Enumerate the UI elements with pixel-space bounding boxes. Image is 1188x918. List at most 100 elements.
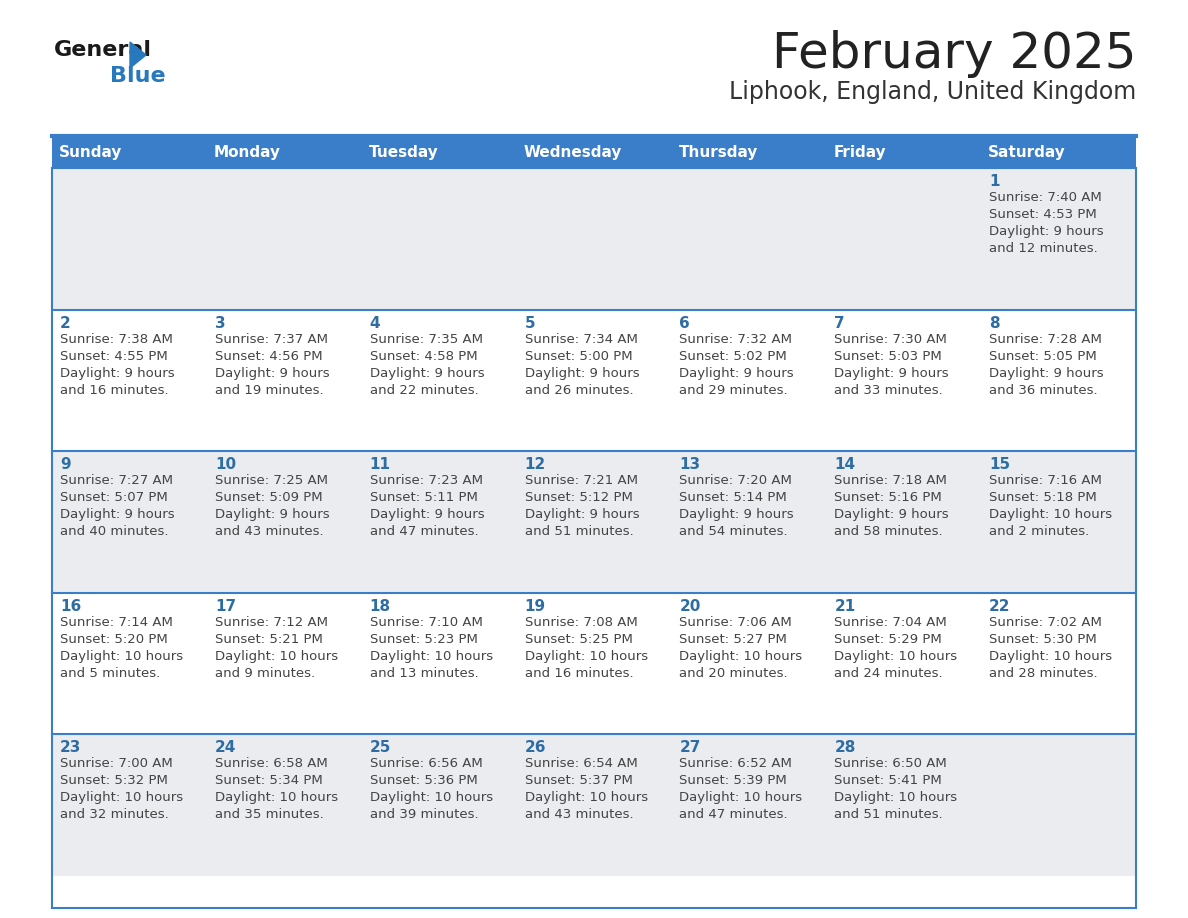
Text: Friday: Friday [833, 144, 886, 160]
Text: Sunrise: 7:34 AM: Sunrise: 7:34 AM [525, 332, 638, 345]
Text: Sunrise: 7:28 AM: Sunrise: 7:28 AM [990, 332, 1102, 345]
Text: Sunrise: 7:00 AM: Sunrise: 7:00 AM [61, 757, 172, 770]
Text: Sunset: 5:39 PM: Sunset: 5:39 PM [680, 775, 788, 788]
Text: Daylight: 9 hours: Daylight: 9 hours [834, 509, 949, 521]
Text: 23: 23 [61, 741, 81, 756]
Text: Sunset: 4:55 PM: Sunset: 4:55 PM [61, 350, 168, 363]
Text: 12: 12 [525, 457, 545, 472]
Text: 6: 6 [680, 316, 690, 330]
Text: and 36 minutes.: and 36 minutes. [990, 384, 1098, 397]
Text: and 9 minutes.: and 9 minutes. [215, 666, 315, 680]
Bar [517, 136, 671, 168]
Text: 19: 19 [525, 599, 545, 614]
Text: and 16 minutes.: and 16 minutes. [61, 384, 169, 397]
Bar [207, 136, 361, 168]
Text: Sunset: 5:27 PM: Sunset: 5:27 PM [680, 633, 788, 645]
Text: Sunrise: 7:18 AM: Sunrise: 7:18 AM [834, 475, 947, 487]
Text: and 13 minutes.: and 13 minutes. [369, 666, 479, 680]
Text: Sunset: 5:34 PM: Sunset: 5:34 PM [215, 775, 323, 788]
Text: Daylight: 9 hours: Daylight: 9 hours [215, 509, 329, 521]
Text: and 40 minutes.: and 40 minutes. [61, 525, 169, 538]
Text: Daylight: 9 hours: Daylight: 9 hours [525, 366, 639, 380]
Text: Sunset: 5:02 PM: Sunset: 5:02 PM [680, 350, 788, 363]
Text: Daylight: 9 hours: Daylight: 9 hours [990, 225, 1104, 238]
Text: Sunrise: 6:58 AM: Sunrise: 6:58 AM [215, 757, 328, 770]
Text: and 20 minutes.: and 20 minutes. [680, 666, 788, 680]
Text: Daylight: 10 hours: Daylight: 10 hours [215, 791, 337, 804]
Bar [52, 168, 1136, 309]
Text: 24: 24 [215, 741, 236, 756]
Text: Daylight: 10 hours: Daylight: 10 hours [61, 791, 183, 804]
Text: and 26 minutes.: and 26 minutes. [525, 384, 633, 397]
Text: Daylight: 10 hours: Daylight: 10 hours [525, 650, 647, 663]
Text: Sunset: 5:14 PM: Sunset: 5:14 PM [680, 491, 788, 504]
Text: and 39 minutes.: and 39 minutes. [369, 809, 479, 822]
Text: and 19 minutes.: and 19 minutes. [215, 384, 323, 397]
Text: Wednesday: Wednesday [524, 144, 623, 160]
Text: Sunset: 5:32 PM: Sunset: 5:32 PM [61, 775, 168, 788]
Text: Sunday: Sunday [59, 144, 122, 160]
Text: Daylight: 9 hours: Daylight: 9 hours [369, 366, 485, 380]
Text: Blue: Blue [110, 66, 165, 86]
Text: Sunrise: 6:50 AM: Sunrise: 6:50 AM [834, 757, 947, 770]
Text: 22: 22 [990, 599, 1011, 614]
Text: Sunset: 5:23 PM: Sunset: 5:23 PM [369, 633, 478, 645]
Text: 10: 10 [215, 457, 236, 472]
Text: Sunset: 4:58 PM: Sunset: 4:58 PM [369, 350, 478, 363]
Text: Sunrise: 7:40 AM: Sunrise: 7:40 AM [990, 191, 1102, 204]
Text: Sunset: 5:36 PM: Sunset: 5:36 PM [369, 775, 478, 788]
Bar [671, 136, 827, 168]
Text: and 33 minutes.: and 33 minutes. [834, 384, 943, 397]
Bar [52, 136, 207, 168]
Text: Sunset: 5:16 PM: Sunset: 5:16 PM [834, 491, 942, 504]
Text: Sunset: 5:20 PM: Sunset: 5:20 PM [61, 633, 168, 645]
Text: Sunrise: 7:35 AM: Sunrise: 7:35 AM [369, 332, 482, 345]
Text: Sunset: 5:25 PM: Sunset: 5:25 PM [525, 633, 632, 645]
Text: Sunrise: 6:56 AM: Sunrise: 6:56 AM [369, 757, 482, 770]
Text: Sunset: 5:12 PM: Sunset: 5:12 PM [525, 491, 632, 504]
Text: 21: 21 [834, 599, 855, 614]
Text: Daylight: 10 hours: Daylight: 10 hours [990, 509, 1112, 521]
Text: Sunset: 4:53 PM: Sunset: 4:53 PM [990, 208, 1097, 221]
Text: Daylight: 10 hours: Daylight: 10 hours [215, 650, 337, 663]
Text: Sunrise: 7:06 AM: Sunrise: 7:06 AM [680, 616, 792, 629]
Text: Daylight: 9 hours: Daylight: 9 hours [990, 366, 1104, 380]
Text: and 2 minutes.: and 2 minutes. [990, 525, 1089, 538]
Text: and 43 minutes.: and 43 minutes. [215, 525, 323, 538]
Text: Daylight: 10 hours: Daylight: 10 hours [834, 650, 958, 663]
Text: Daylight: 10 hours: Daylight: 10 hours [369, 791, 493, 804]
Text: General: General [53, 40, 152, 60]
Bar [981, 136, 1136, 168]
Text: Daylight: 9 hours: Daylight: 9 hours [680, 366, 794, 380]
Text: Sunset: 4:56 PM: Sunset: 4:56 PM [215, 350, 322, 363]
Text: 25: 25 [369, 741, 391, 756]
Text: and 35 minutes.: and 35 minutes. [215, 809, 323, 822]
Text: Sunset: 5:41 PM: Sunset: 5:41 PM [834, 775, 942, 788]
Text: Sunset: 5:00 PM: Sunset: 5:00 PM [525, 350, 632, 363]
Bar [52, 734, 1136, 876]
Text: Daylight: 9 hours: Daylight: 9 hours [61, 509, 175, 521]
Text: Sunrise: 7:21 AM: Sunrise: 7:21 AM [525, 475, 638, 487]
Text: and 22 minutes.: and 22 minutes. [369, 384, 479, 397]
Text: and 47 minutes.: and 47 minutes. [680, 809, 788, 822]
Text: Sunrise: 7:27 AM: Sunrise: 7:27 AM [61, 475, 173, 487]
Text: Daylight: 10 hours: Daylight: 10 hours [680, 791, 803, 804]
Text: and 43 minutes.: and 43 minutes. [525, 809, 633, 822]
Text: Thursday: Thursday [678, 144, 758, 160]
Text: Sunset: 5:30 PM: Sunset: 5:30 PM [990, 633, 1097, 645]
Text: 4: 4 [369, 316, 380, 330]
Text: Sunset: 5:09 PM: Sunset: 5:09 PM [215, 491, 322, 504]
Text: 3: 3 [215, 316, 226, 330]
Text: Sunrise: 7:38 AM: Sunrise: 7:38 AM [61, 332, 173, 345]
Text: Daylight: 9 hours: Daylight: 9 hours [369, 509, 485, 521]
Text: and 58 minutes.: and 58 minutes. [834, 525, 943, 538]
Text: Daylight: 10 hours: Daylight: 10 hours [369, 650, 493, 663]
Text: Sunset: 5:37 PM: Sunset: 5:37 PM [525, 775, 632, 788]
Text: Sunset: 5:21 PM: Sunset: 5:21 PM [215, 633, 323, 645]
Text: 15: 15 [990, 457, 1010, 472]
Bar [52, 593, 1136, 734]
Text: Daylight: 10 hours: Daylight: 10 hours [834, 791, 958, 804]
Text: Daylight: 10 hours: Daylight: 10 hours [61, 650, 183, 663]
Text: Sunrise: 7:32 AM: Sunrise: 7:32 AM [680, 332, 792, 345]
Text: and 28 minutes.: and 28 minutes. [990, 666, 1098, 680]
